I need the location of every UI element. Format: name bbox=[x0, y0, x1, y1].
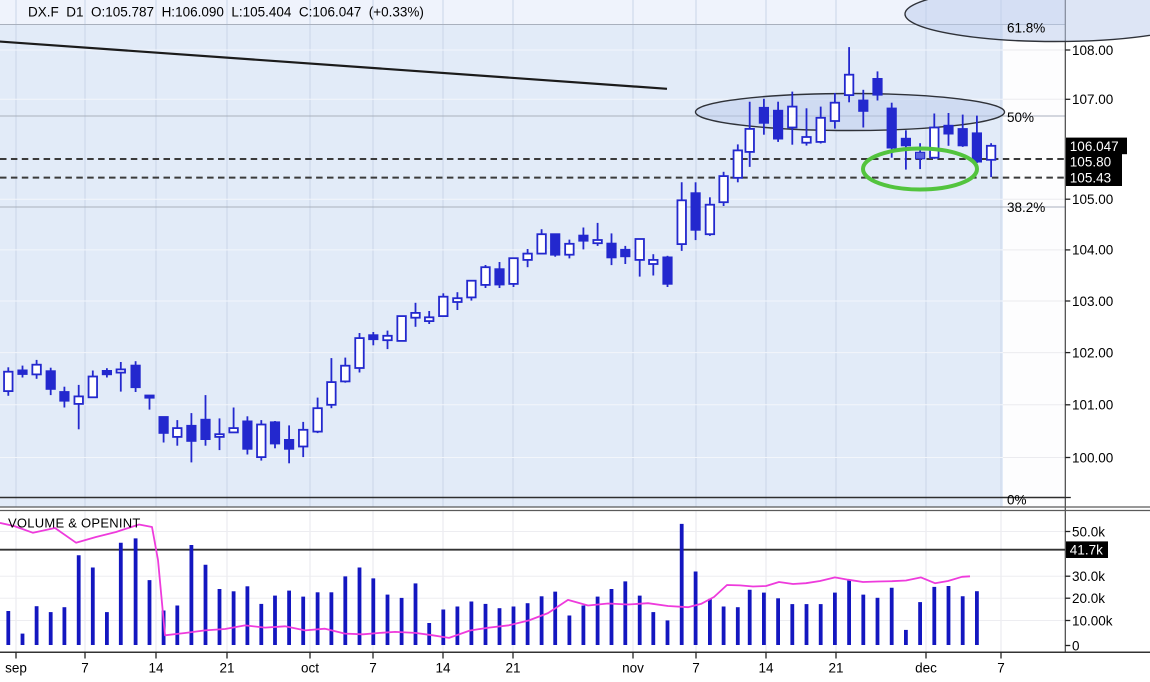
svg-text:21: 21 bbox=[828, 661, 843, 676]
svg-text:20.0k: 20.0k bbox=[1072, 591, 1105, 606]
svg-text:101.00: 101.00 bbox=[1072, 398, 1113, 413]
svg-text:105.43: 105.43 bbox=[1070, 171, 1111, 186]
svg-text:oct: oct bbox=[301, 661, 319, 676]
svg-text:106.047: 106.047 bbox=[1070, 139, 1119, 154]
svg-text:nov: nov bbox=[622, 661, 644, 676]
svg-text:7: 7 bbox=[369, 661, 377, 676]
svg-text:DX.F D1 O:105.787 H:106.090: DX.F D1 O:105.787 H:106.090 L:105.404 C:… bbox=[28, 4, 424, 19]
svg-text:dec: dec bbox=[915, 661, 937, 676]
svg-text:107.00: 107.00 bbox=[1072, 92, 1113, 107]
svg-text:0%: 0% bbox=[1007, 492, 1027, 507]
svg-text:50.0k: 50.0k bbox=[1072, 524, 1105, 539]
svg-text:14: 14 bbox=[148, 661, 164, 676]
svg-text:105.80: 105.80 bbox=[1070, 155, 1111, 170]
svg-text:30.0k: 30.0k bbox=[1072, 569, 1105, 584]
svg-text:21: 21 bbox=[505, 661, 520, 676]
svg-text:38.2%: 38.2% bbox=[1007, 200, 1045, 215]
svg-text:14: 14 bbox=[758, 661, 774, 676]
svg-text:102.00: 102.00 bbox=[1072, 345, 1113, 360]
svg-text:41.7k: 41.7k bbox=[1070, 543, 1103, 558]
svg-text:103.00: 103.00 bbox=[1072, 294, 1113, 309]
svg-text:7: 7 bbox=[692, 661, 700, 676]
svg-text:0: 0 bbox=[1072, 638, 1080, 653]
svg-text:7: 7 bbox=[81, 661, 89, 676]
svg-text:100.00: 100.00 bbox=[1072, 450, 1113, 465]
svg-text:7: 7 bbox=[997, 661, 1005, 676]
svg-text:10.00k: 10.00k bbox=[1072, 613, 1113, 628]
svg-text:50%: 50% bbox=[1007, 110, 1034, 125]
svg-text:104.00: 104.00 bbox=[1072, 243, 1113, 258]
svg-text:61.8%: 61.8% bbox=[1007, 20, 1045, 35]
svg-text:14: 14 bbox=[435, 661, 451, 676]
svg-text:VOLUME & OPENINT: VOLUME & OPENINT bbox=[8, 516, 141, 531]
svg-text:105.00: 105.00 bbox=[1072, 192, 1113, 207]
svg-text:21: 21 bbox=[219, 661, 234, 676]
svg-text:sep: sep bbox=[5, 661, 27, 676]
svg-text:108.00: 108.00 bbox=[1072, 43, 1113, 58]
